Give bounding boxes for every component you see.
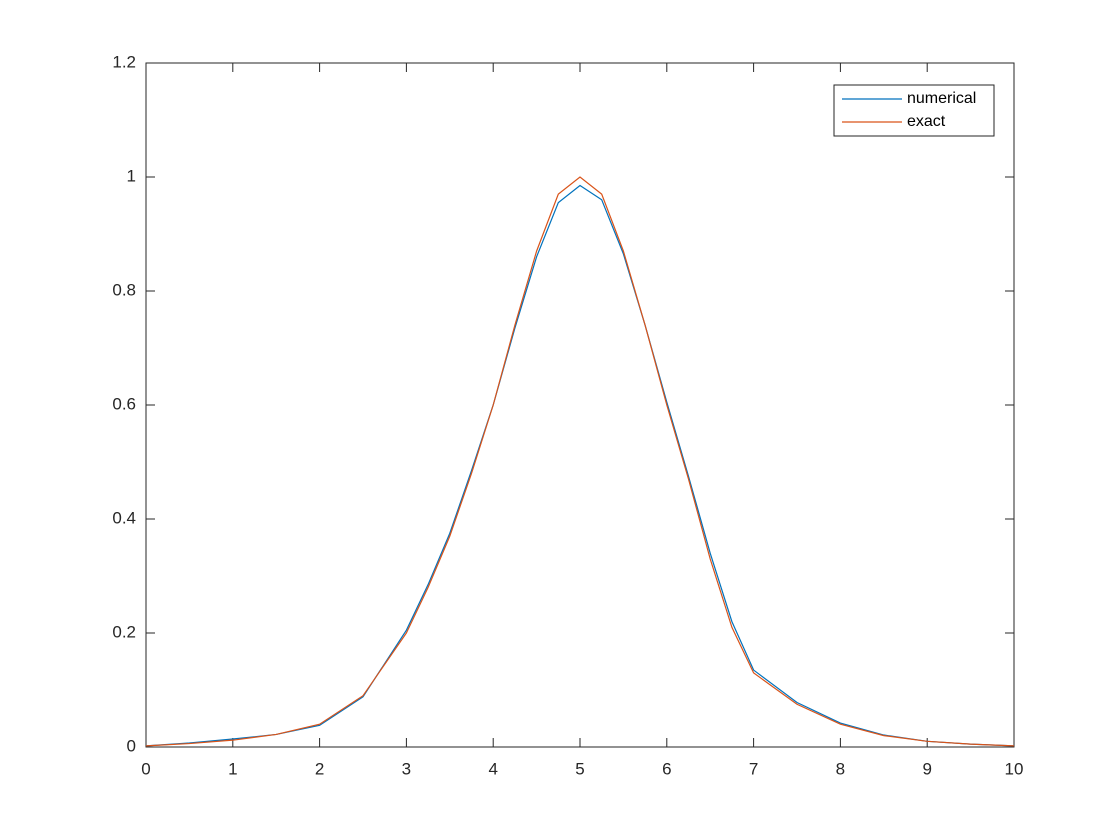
legend-label: numerical: [907, 90, 976, 107]
legend-box: [833, 84, 995, 137]
legend: numerical exact: [833, 84, 995, 137]
x-tick-label: 2: [315, 759, 324, 778]
axes-box: [145, 62, 1015, 748]
data-line: [145, 184, 1015, 747]
x-tick-label: 10: [1005, 759, 1024, 778]
x-tick-label: 7: [749, 759, 758, 778]
data-line: [145, 176, 1015, 747]
x-tick-label: 1: [228, 759, 237, 778]
y-tick-label: 1: [127, 166, 136, 185]
x-tick-label: 0: [141, 759, 150, 778]
y-tick-label: 0: [127, 736, 136, 755]
y-tick-label: 0.6: [112, 394, 136, 413]
x-tick-label: 4: [488, 759, 497, 778]
x-tick-label: 3: [402, 759, 411, 778]
y-tick-label: 1.2: [112, 52, 136, 71]
legend-label: exact: [907, 113, 946, 130]
x-tick-label: 8: [836, 759, 845, 778]
x-tick-label: 9: [922, 759, 931, 778]
x-tick-label: 5: [575, 759, 584, 778]
y-tick-label: 0.2: [112, 622, 136, 641]
y-tick-label: 0.4: [112, 508, 136, 527]
x-tick-label: 6: [662, 759, 671, 778]
y-tick-label: 0.8: [112, 280, 136, 299]
